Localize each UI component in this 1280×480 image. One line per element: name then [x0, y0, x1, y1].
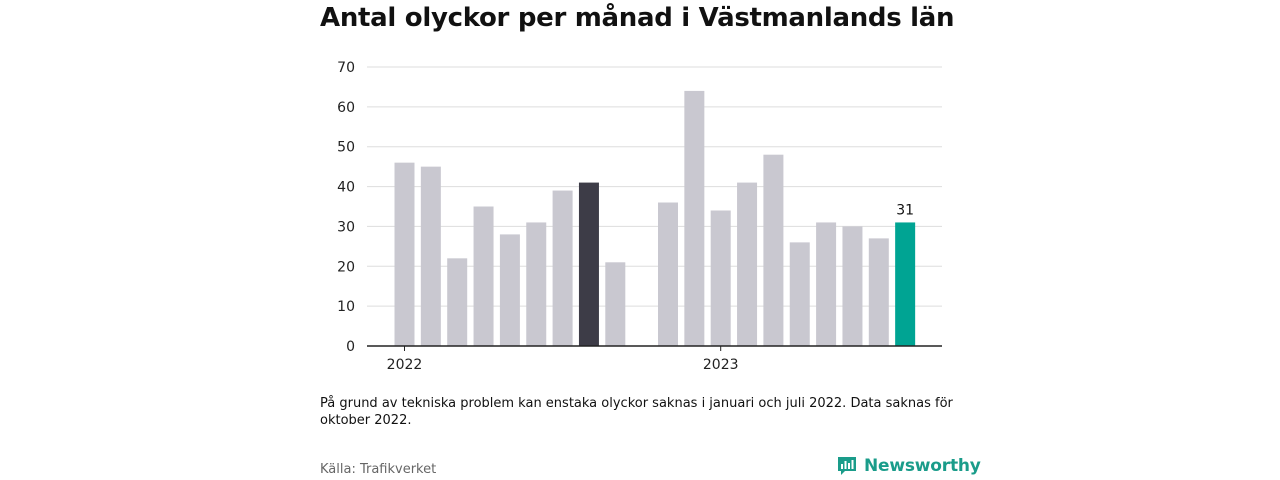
- bar-2022-09: [605, 262, 626, 346]
- bar-2023-02: [737, 182, 758, 346]
- bar-2022-12: [684, 90, 705, 346]
- bar-2023-04: [789, 242, 810, 346]
- data-label: 31: [896, 202, 914, 218]
- bar-2023-05: [816, 222, 837, 346]
- y-tick-label: 60: [337, 100, 355, 116]
- bar-2022-11: [658, 202, 678, 346]
- bar-2022-03: [447, 258, 468, 346]
- source-credit: Källa: Trafikverket: [320, 462, 437, 477]
- y-tick-label: 10: [337, 299, 355, 315]
- bar-2022-05: [499, 234, 520, 346]
- logo-bar-chart-icon: [838, 457, 856, 475]
- y-tick-label: 20: [337, 259, 355, 275]
- x-tick-label: 2023: [703, 357, 739, 373]
- bar-2023-01: [710, 210, 731, 346]
- y-tick-label: 0: [346, 339, 355, 355]
- bar-2023-03: [763, 154, 784, 346]
- bar-chart: 0 10 20 30 40 50 60 70 31 2022 2023: [337, 60, 942, 373]
- y-tick-label: 70: [337, 60, 355, 76]
- bar-2022-08: [578, 182, 599, 346]
- x-tick-label: 2022: [387, 357, 423, 373]
- bar-2023-06: [842, 226, 863, 346]
- y-tick-label: 50: [337, 140, 355, 156]
- chart-note: På grund av tekniska problem kan enstaka…: [320, 396, 953, 428]
- bar-2022-07: [552, 190, 573, 346]
- logo-text: Newsworthy: [864, 456, 981, 476]
- bar-2022-04: [473, 206, 494, 346]
- bar-2022-06: [526, 222, 547, 346]
- y-tick-label: 30: [337, 219, 355, 235]
- newsworthy-logo[interactable]: Newsworthy: [836, 455, 981, 477]
- y-tick-label: 40: [337, 180, 355, 196]
- bar-2022-01: [394, 162, 415, 346]
- chart-title: Antal olyckor per månad i Västmanlands l…: [320, 3, 955, 33]
- bar-2023-08: [895, 222, 916, 346]
- bar-2022-02: [420, 166, 441, 346]
- bar-2023-07: [868, 238, 889, 346]
